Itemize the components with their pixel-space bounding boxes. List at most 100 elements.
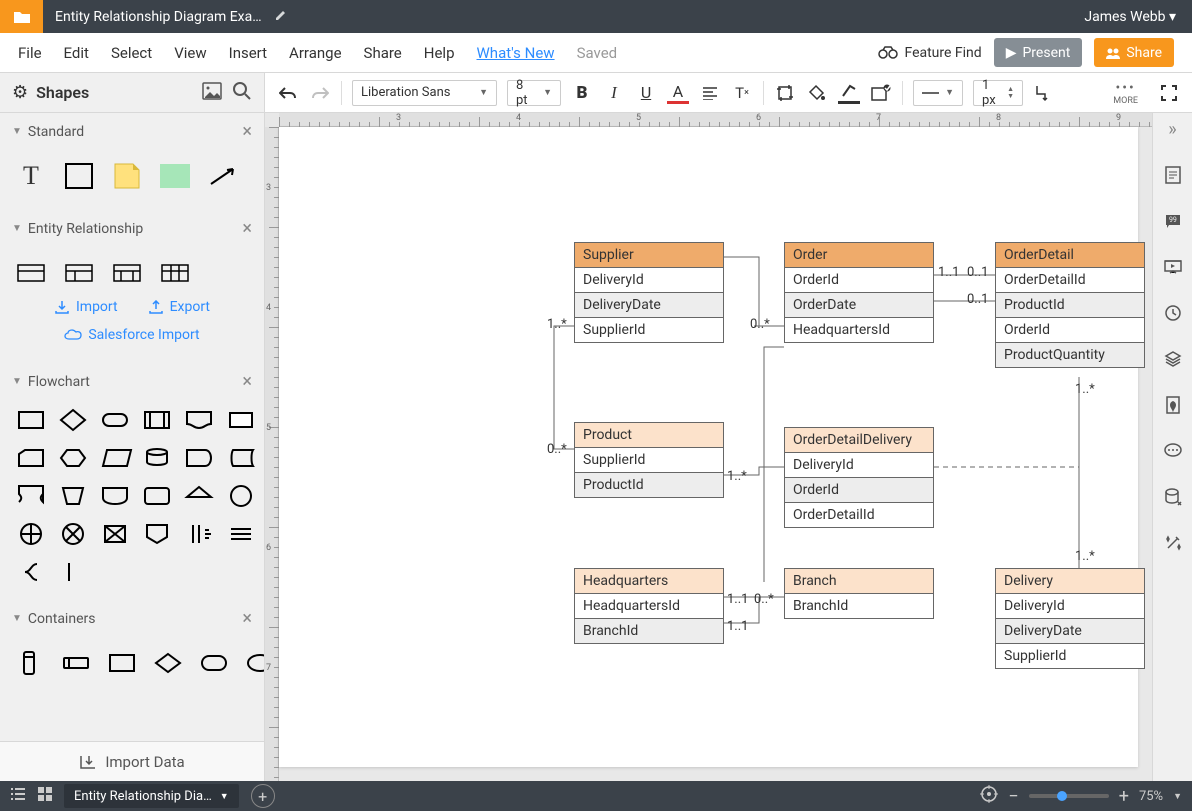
close-icon[interactable]: × <box>242 608 252 629</box>
grid-view-icon[interactable] <box>38 787 52 805</box>
fullscreen-button[interactable] <box>1158 82 1180 104</box>
entity-product[interactable]: ProductSupplierIdProductId <box>574 422 724 498</box>
flowchart-shape-15[interactable] <box>142 482 172 510</box>
shape-rect[interactable] <box>64 162 94 190</box>
align-button[interactable] <box>699 82 721 104</box>
crop-button[interactable] <box>774 82 796 104</box>
close-icon[interactable]: × <box>242 121 252 142</box>
entity-order[interactable]: OrderOrderIdOrderDateHeadquartersId <box>784 242 934 343</box>
shape-text[interactable]: T <box>16 162 46 190</box>
edit-title-icon[interactable] <box>274 8 288 26</box>
panel-flowchart[interactable]: ▼Flowchart× <box>0 363 264 400</box>
clear-format-button[interactable]: T× <box>731 82 753 104</box>
flowchart-shape-12[interactable] <box>16 482 46 510</box>
menu-file[interactable]: File <box>18 44 42 62</box>
menu-select[interactable]: Select <box>111 44 152 62</box>
shape-style-button[interactable] <box>870 82 892 104</box>
data-icon[interactable] <box>1162 486 1184 508</box>
flowchart-shape-20[interactable] <box>100 520 130 548</box>
paint-icon[interactable] <box>1162 394 1184 416</box>
menu-help[interactable]: Help <box>424 44 455 62</box>
flowchart-shape-19[interactable] <box>58 520 88 548</box>
import-data-button[interactable]: Import Data <box>0 741 264 781</box>
erd-shape-4[interactable] <box>160 259 190 287</box>
flowchart-shape-bracket[interactable] <box>58 558 88 586</box>
container-shape-3[interactable] <box>154 649 182 677</box>
flowchart-shape-16[interactable] <box>184 482 214 510</box>
flowchart-shape-13[interactable] <box>58 482 88 510</box>
border-button[interactable] <box>838 82 860 104</box>
entity-delivery[interactable]: DeliveryDeliveryIdDeliveryDateSupplierId <box>995 568 1145 669</box>
present-icon[interactable] <box>1162 256 1184 278</box>
more-button[interactable]: •••MORE <box>1113 80 1138 106</box>
image-icon[interactable] <box>202 82 222 104</box>
page-tab[interactable]: Entity Relationship Dia…▼ <box>64 784 239 808</box>
italic-button[interactable]: I <box>603 82 625 104</box>
collapse-icon[interactable]: » <box>1168 119 1176 140</box>
font-size-select[interactable]: 8 pt▼ <box>507 80 561 106</box>
layers-icon[interactable] <box>1162 348 1184 370</box>
line-width-select[interactable]: 1 px▲▼ <box>973 80 1023 106</box>
container-shape-0[interactable] <box>16 649 44 677</box>
menu-arrange[interactable]: Arrange <box>289 44 341 62</box>
flowchart-shape-22[interactable] <box>184 520 214 548</box>
list-view-icon[interactable] <box>10 787 26 805</box>
bold-button[interactable]: B <box>571 82 593 104</box>
panel-entity[interactable]: ▼Entity Relationship× <box>0 210 264 247</box>
flowchart-shape-5[interactable] <box>226 406 256 434</box>
flowchart-shape-3[interactable] <box>142 406 172 434</box>
entity-supplier[interactable]: SupplierDeliveryIdDeliveryDateSupplierId <box>574 242 724 343</box>
line-route-button[interactable] <box>1033 82 1055 104</box>
redo-button[interactable] <box>309 82 331 104</box>
flowchart-shape-21[interactable] <box>142 520 172 548</box>
shape-block[interactable] <box>160 162 190 190</box>
close-icon[interactable]: × <box>242 218 252 239</box>
present-button[interactable]: ▶Present <box>994 38 1083 67</box>
flowchart-shape-17[interactable] <box>226 482 256 510</box>
panel-containers[interactable]: ▼Containers× <box>0 600 264 637</box>
undo-button[interactable] <box>277 82 299 104</box>
folder-icon[interactable] <box>0 0 43 33</box>
user-menu[interactable]: James Webb ▾ <box>1068 9 1192 25</box>
entity-hq[interactable]: HeadquartersHeadquartersIdBranchId <box>574 568 724 644</box>
panel-standard[interactable]: ▼Standard× <box>0 113 264 150</box>
container-shape-1[interactable] <box>62 649 90 677</box>
chat-icon[interactable] <box>1162 440 1184 462</box>
flowchart-shape-0[interactable] <box>16 406 46 434</box>
flowchart-shape-24[interactable] <box>16 558 46 586</box>
erd-shape-1[interactable] <box>16 259 46 287</box>
flowchart-shape-14[interactable] <box>100 482 130 510</box>
underline-button[interactable]: U <box>635 82 657 104</box>
export-link[interactable]: Export <box>148 299 210 315</box>
flowchart-shape-11[interactable] <box>226 444 256 472</box>
container-shape-2[interactable] <box>108 649 136 677</box>
close-icon[interactable]: × <box>242 371 252 392</box>
container-shape-5[interactable] <box>246 649 265 677</box>
flowchart-shape-2[interactable] <box>100 406 130 434</box>
canvas-area[interactable]: 3456789 345678 SupplierDeliveryIdDeliver… <box>265 113 1152 781</box>
magic-icon[interactable] <box>1162 532 1184 554</box>
share-button[interactable]: Share <box>1094 38 1174 67</box>
shape-note[interactable] <box>112 162 142 190</box>
salesforce-link[interactable]: Salesforce Import <box>64 327 199 343</box>
flowchart-shape-4[interactable] <box>184 406 214 434</box>
comment-icon[interactable]: 99 <box>1162 210 1184 232</box>
entity-odd[interactable]: OrderDetailDeliveryDeliveryIdOrderIdOrde… <box>784 427 934 528</box>
menu-view[interactable]: View <box>174 44 206 62</box>
flowchart-shape-1[interactable] <box>58 406 88 434</box>
shape-arrow[interactable] <box>208 162 238 190</box>
menu-whats-new[interactable]: What's New <box>477 44 555 62</box>
target-icon[interactable] <box>980 785 998 807</box>
search-icon[interactable] <box>232 81 252 105</box>
menu-insert[interactable]: Insert <box>229 44 267 62</box>
entity-orderdetail[interactable]: OrderDetailOrderDetailIdProductIdOrderId… <box>995 242 1145 368</box>
feature-find[interactable]: Feature Find <box>878 45 981 61</box>
menu-edit[interactable]: Edit <box>64 44 89 62</box>
gear-icon[interactable]: ⚙ <box>12 82 28 103</box>
erd-shape-3[interactable] <box>112 259 142 287</box>
erd-shape-2[interactable] <box>64 259 94 287</box>
flowchart-shape-9[interactable] <box>142 444 172 472</box>
flowchart-shape-23[interactable] <box>226 520 256 548</box>
zoom-out-button[interactable]: − <box>1008 786 1018 807</box>
menu-share[interactable]: Share <box>364 44 402 62</box>
